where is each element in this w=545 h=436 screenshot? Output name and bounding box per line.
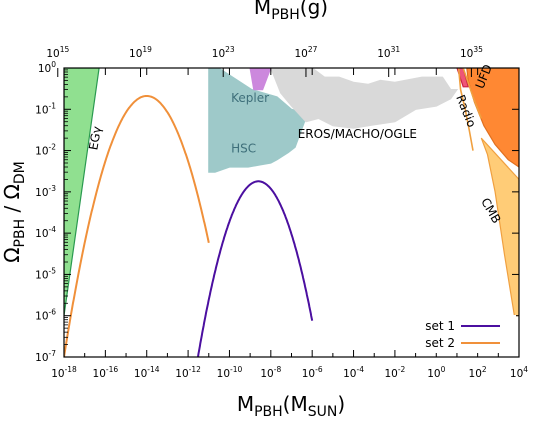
constraint-label-eg: EGγ bbox=[86, 125, 104, 151]
y-tick-label: 10-4 bbox=[35, 225, 56, 240]
legend: set 1 set 2 bbox=[410, 315, 516, 353]
extra-constraint-lines bbox=[457, 68, 483, 151]
y-axis-title: ΩPBH / ΩDM bbox=[0, 161, 28, 262]
x-tick-label: 104 bbox=[510, 365, 528, 380]
series-line-set-1 bbox=[197, 180, 314, 357]
constraint-label-eros-macho-ogle: EROS/MACHO/OGLE bbox=[298, 127, 417, 141]
x2-tick-label: 1023 bbox=[212, 45, 235, 60]
x2-tick-label: 1031 bbox=[377, 45, 400, 60]
y-tick-label: 10-1 bbox=[35, 101, 56, 116]
y-tick-label: 10-6 bbox=[35, 308, 56, 323]
constraint-label-hsc: HSC bbox=[231, 142, 256, 156]
x2-tick-label: 1027 bbox=[294, 45, 317, 60]
x-tick-label: 10-10 bbox=[217, 365, 243, 380]
x-axis-ticks: 10-18 10-16 10-14 10-12 10-10 10-8 10-6 10-4 10-… bbox=[51, 68, 528, 380]
series-curves bbox=[64, 95, 314, 357]
x-axis-title: MPBH(MSUN) bbox=[237, 392, 345, 420]
constraint-region-hsc bbox=[208, 68, 309, 173]
y-tick-label: 100 bbox=[38, 60, 56, 75]
x-tick-label: 10-16 bbox=[93, 365, 119, 380]
x-tick-label: 10-2 bbox=[384, 365, 405, 380]
x-tick-label: 10-4 bbox=[343, 365, 364, 380]
y-tick-label: 10-3 bbox=[35, 184, 56, 199]
y-axis-ticks: 100 10-1 10-2 10-3 10-4 10-5 10-6 10-7 bbox=[35, 60, 519, 364]
x2-axis-ticks: 1015 1019 1023 1027 1031 1035 bbox=[46, 45, 483, 77]
x-tick-label: 102 bbox=[469, 365, 487, 380]
legend-background bbox=[410, 315, 516, 353]
constraint-region-eros-macho-ogle bbox=[270, 68, 459, 129]
y-tick-label: 10-2 bbox=[35, 143, 56, 158]
y-tick-label: 10-7 bbox=[35, 349, 56, 364]
constraint-region-cmb bbox=[480, 137, 519, 317]
constraint-regions bbox=[64, 68, 519, 317]
constraint-region-kepler bbox=[249, 68, 272, 91]
x-tick-label: 10-8 bbox=[260, 365, 281, 380]
x-tick-label: 10-6 bbox=[302, 365, 323, 380]
constraint-label-kepler: Kepler bbox=[231, 91, 269, 105]
x2-tick-label: 1019 bbox=[129, 45, 152, 60]
x2-axis-title: MPBH(g) bbox=[254, 0, 328, 23]
y-tick-label: 10-5 bbox=[35, 266, 56, 281]
legend-label-set-2: set 2 bbox=[425, 336, 455, 350]
constraint-region-eg bbox=[64, 68, 100, 316]
legend-label-set-1: set 1 bbox=[425, 319, 455, 333]
x-tick-label: 10-12 bbox=[175, 365, 201, 380]
extra-constraint-line-1 bbox=[462, 68, 483, 119]
x-tick-label: 10-18 bbox=[51, 365, 77, 380]
x2-tick-label: 1015 bbox=[46, 45, 69, 60]
x-tick-label: 10-14 bbox=[134, 365, 160, 380]
x-tick-label: 100 bbox=[427, 365, 445, 380]
extra-constraint-line-0 bbox=[457, 68, 474, 151]
x2-tick-label: 1035 bbox=[460, 45, 483, 60]
series-line-set-2 bbox=[64, 95, 210, 357]
